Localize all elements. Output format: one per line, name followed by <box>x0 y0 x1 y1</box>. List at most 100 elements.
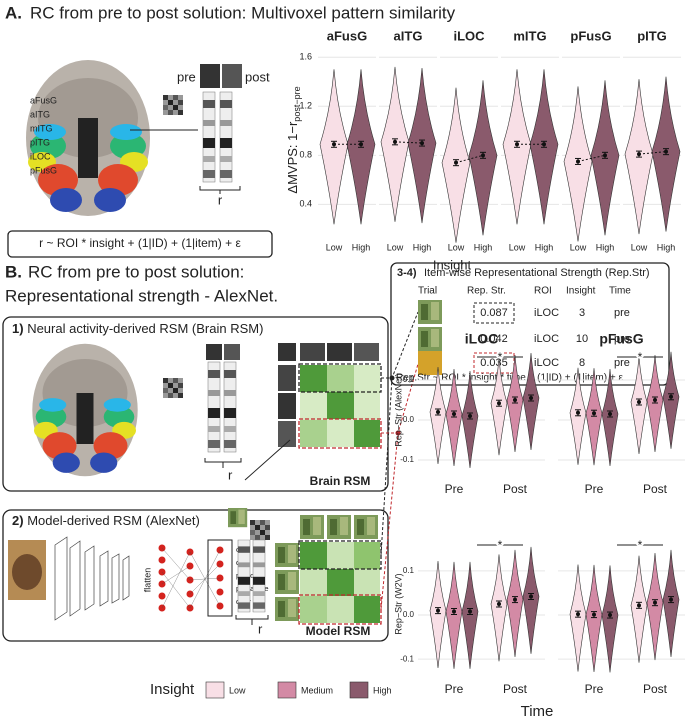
x-tick-label: Post <box>643 682 668 696</box>
significance-star: * <box>638 350 643 364</box>
flatten-label: flatten <box>142 568 152 593</box>
violin <box>662 549 680 657</box>
violin <box>461 561 479 669</box>
mean-point <box>420 141 424 146</box>
x-tick-label: High <box>474 242 493 252</box>
violin <box>646 552 664 661</box>
mean-point <box>576 612 580 617</box>
violin <box>569 564 587 672</box>
trial-image <box>418 327 442 351</box>
facet-title: aFusG <box>327 28 367 43</box>
column-header: Time <box>609 286 631 297</box>
r-label: r <box>258 621 263 636</box>
mean-point <box>637 603 641 608</box>
x-tick-label: Post <box>643 482 668 496</box>
x-tick-label: Post <box>503 682 528 696</box>
facet-title: iLOC <box>453 28 485 43</box>
mean-point <box>436 410 440 414</box>
facet-title: pITG <box>637 28 667 43</box>
mean-point <box>592 411 596 416</box>
cell: 0.035 <box>480 357 508 369</box>
mean-connector <box>455 154 484 164</box>
formula-box <box>7 230 273 258</box>
facet-title: pFusG <box>599 331 643 347</box>
roi-label: pITG <box>30 137 50 147</box>
box-number: 2) <box>12 513 24 528</box>
column-header: ROI <box>534 286 552 297</box>
vector <box>252 539 266 613</box>
rsm-label: Model RSM <box>306 624 371 638</box>
post-label: post <box>245 69 270 84</box>
violin <box>585 564 603 673</box>
mean-point <box>513 398 517 402</box>
mean-point <box>497 602 501 606</box>
mean-point <box>608 613 612 618</box>
roi-label: iLOC <box>30 151 51 161</box>
x-tick-label: Post <box>503 482 528 496</box>
vector <box>219 91 233 183</box>
legend-swatch <box>277 681 297 699</box>
pattern <box>228 508 248 528</box>
mean-point <box>513 597 517 602</box>
roi-labels: aFusG aITG mITG pITG iLOC pFusG <box>30 95 57 175</box>
x-tick-label: High <box>535 242 554 252</box>
box-number: 3-4) <box>397 267 417 279</box>
legend-swatch <box>349 681 369 699</box>
brain-image <box>32 343 138 477</box>
roi-label: mITG <box>30 123 53 133</box>
rsm-label: Brain RSM <box>310 474 371 488</box>
legend-label: High <box>373 685 392 695</box>
box-title-text: Neural activity-derived RSM (Brain RSM) <box>27 321 263 336</box>
facet-title: pFusG <box>570 28 611 43</box>
bracket <box>199 186 241 194</box>
facet-title: iLOC <box>465 331 498 347</box>
mean-point <box>359 142 363 147</box>
pattern-post <box>222 64 242 88</box>
mean-point <box>497 401 501 406</box>
vector <box>202 91 216 183</box>
mean-point <box>576 410 580 415</box>
pre-label: pre <box>177 69 196 84</box>
cell: 3 <box>579 307 585 319</box>
violin <box>490 554 508 662</box>
box <box>2 509 389 642</box>
mean-point <box>436 608 440 613</box>
x-axis-label: Insight <box>433 257 472 272</box>
charts: aFusG Low High aITG Low High iLOC Low High mITG Lo… <box>150 28 685 720</box>
input-image <box>12 554 42 590</box>
roi-label: pFusG <box>30 165 57 175</box>
y-tick-label: 0.8 <box>299 150 312 160</box>
mean-point <box>669 597 673 602</box>
significance-star: * <box>498 350 503 364</box>
connector <box>244 439 291 481</box>
y-tick-label: 0.1 <box>403 566 415 575</box>
x-tick-label: Low <box>387 242 404 252</box>
cell: iLOC <box>534 307 559 319</box>
box-title: Item-wise Representational Strength (Rep… <box>424 267 650 279</box>
facet-title: aITG <box>394 28 423 43</box>
panel-heading: RC from pre to post solution: <box>28 262 244 281</box>
x-tick-label: Pre <box>585 682 604 696</box>
cell: 8 <box>579 357 585 369</box>
cnn-layers <box>54 536 130 621</box>
box-number: 1) <box>12 321 24 336</box>
voxel-icon <box>250 520 270 540</box>
cell: 0.042 <box>480 333 508 345</box>
bracket <box>204 458 242 468</box>
voxel-icon <box>163 378 183 398</box>
pattern-pre <box>200 64 220 88</box>
cell: iLOC <box>534 333 559 345</box>
x-tick-label: Low <box>509 242 526 252</box>
formula: r ~ ROI * insight + (1|ID) + (1|item) + … <box>39 236 241 250</box>
mean-point <box>664 149 668 154</box>
significance-star: * <box>638 538 643 552</box>
mean-point <box>468 414 472 418</box>
mean-point <box>603 153 607 158</box>
vector <box>223 361 237 453</box>
mean-point <box>529 594 533 599</box>
significance-star: * <box>498 538 503 552</box>
cell: pre <box>614 333 630 345</box>
violin <box>445 561 463 669</box>
vector <box>237 539 251 613</box>
r-label: r <box>228 467 233 482</box>
